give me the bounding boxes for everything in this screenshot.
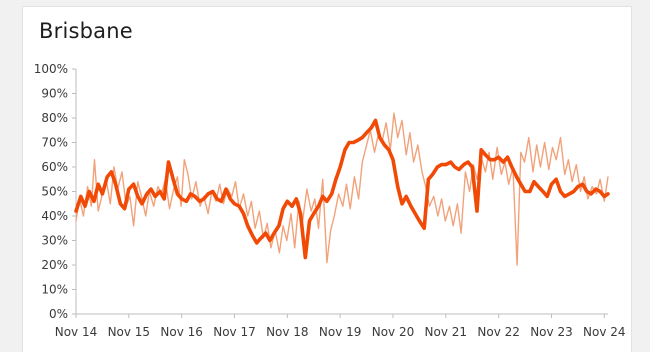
y-tick-label: 10% [41, 283, 68, 297]
y-tick-label: 90% [41, 87, 68, 101]
series-line-raw [76, 113, 608, 265]
x-tick-label: Nov 14 [55, 325, 98, 339]
y-tick-label: 20% [41, 258, 68, 272]
x-tick-label: Nov 19 [319, 325, 362, 339]
y-tick-label: 70% [41, 136, 68, 150]
x-tick-label: Nov 20 [372, 325, 415, 339]
x-tick-label: Nov 17 [213, 325, 256, 339]
x-tick-label: Nov 15 [108, 325, 151, 339]
y-tick-label: 100% [34, 62, 68, 76]
y-tick-label: 0% [49, 307, 68, 321]
x-tick-label: Nov 22 [477, 325, 520, 339]
y-tick-label: 60% [41, 160, 68, 174]
x-tick-label: Nov 23 [530, 325, 573, 339]
y-tick-label: 40% [41, 209, 68, 223]
x-tick-label: Nov 16 [160, 325, 203, 339]
y-tick-label: 50% [41, 185, 68, 199]
y-tick-label: 80% [41, 111, 68, 125]
x-tick-label: Nov 21 [425, 325, 468, 339]
x-tick-label: Nov 24 [583, 325, 626, 339]
x-tick-label: Nov 18 [266, 325, 309, 339]
y-tick-label: 30% [41, 234, 68, 248]
